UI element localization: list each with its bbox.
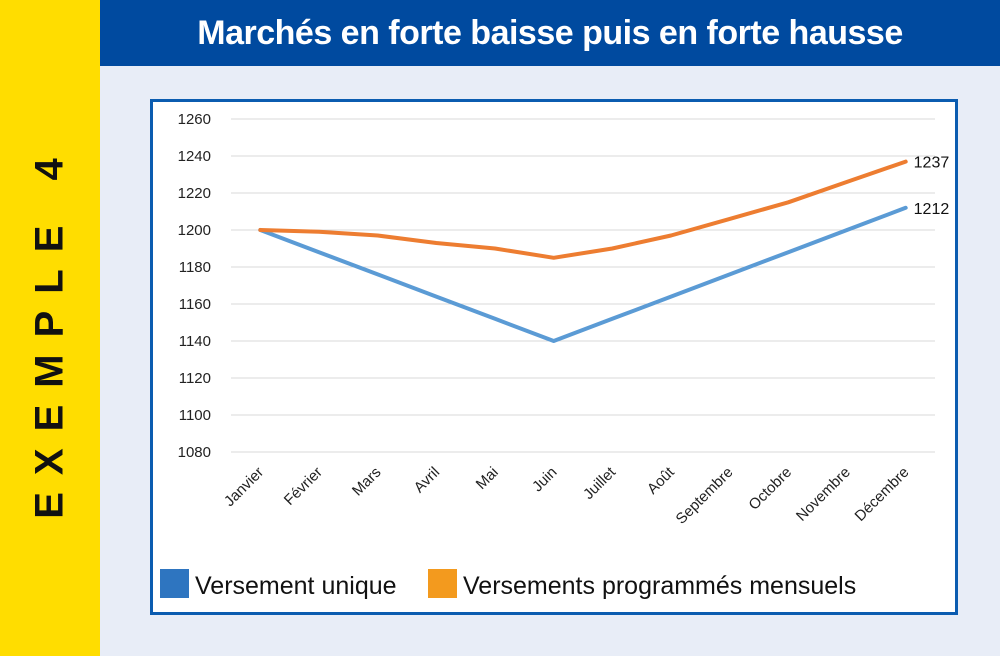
y-axis-ticks: 1080 1100 1120 1140 1160 1180 1200 1220 1240 1260 bbox=[178, 111, 211, 461]
y-tick-label: 1240 bbox=[178, 148, 211, 165]
x-axis-ticks: Janvier Février Mars Avril Mai Juin Juillet Aoû… bbox=[221, 463, 913, 527]
y-tick-label: 1160 bbox=[179, 296, 211, 313]
y-tick-label: 1140 bbox=[179, 333, 211, 350]
x-tick-label: Septembre bbox=[673, 464, 737, 528]
series-lines bbox=[258, 159, 908, 343]
gridlines bbox=[231, 118, 935, 453]
legend-label: Versements programmés mensuels bbox=[463, 572, 856, 600]
chart-title: Marchés en forte baisse puis en forte ha… bbox=[197, 13, 903, 52]
y-tick-label: 1200 bbox=[178, 222, 211, 239]
chart-frame: 1080 1100 1120 1140 1160 1180 1200 1220 1240 1260… bbox=[150, 99, 958, 615]
data-label: 1212 bbox=[914, 201, 950, 218]
line-chart: 1080 1100 1120 1140 1160 1180 1200 1220 1240 1260… bbox=[160, 111, 950, 600]
series-line-1 bbox=[258, 159, 908, 260]
x-tick-label: Décembre bbox=[852, 464, 913, 525]
y-tick-label: 1180 bbox=[179, 259, 211, 276]
series-line-0 bbox=[258, 205, 908, 343]
legend-swatch bbox=[428, 569, 457, 598]
y-tick-label: 1100 bbox=[179, 407, 211, 424]
x-tick-label: Novembre bbox=[793, 464, 854, 525]
side-band: EXEMPLE 4 bbox=[0, 0, 100, 656]
example-label: EXEMPLE 4 bbox=[27, 141, 72, 519]
x-tick-label: Avril bbox=[411, 464, 443, 496]
header-bar: Marchés en forte baisse puis en forte ha… bbox=[100, 0, 1000, 66]
y-tick-label: 1220 bbox=[178, 185, 211, 202]
x-tick-label: Mai bbox=[473, 464, 502, 493]
data-label: 1237 bbox=[914, 155, 950, 172]
y-tick-label: 1120 bbox=[179, 370, 211, 387]
x-tick-label: Juillet bbox=[580, 463, 620, 503]
x-tick-label: Août bbox=[644, 463, 678, 497]
x-tick-label: Octobre bbox=[745, 464, 795, 514]
y-tick-label: 1260 bbox=[178, 111, 211, 128]
x-tick-label: Février bbox=[281, 464, 326, 509]
data-labels: 1212 1237 bbox=[914, 155, 950, 218]
x-tick-label: Mars bbox=[349, 464, 385, 500]
y-tick-label: 1080 bbox=[178, 444, 211, 461]
legend-label: Versement unique bbox=[195, 572, 397, 600]
x-tick-label: Janvier bbox=[221, 464, 267, 510]
legend-swatch bbox=[160, 569, 189, 598]
x-tick-label: Juin bbox=[529, 464, 560, 495]
legend: Versement unique Versements programmés me… bbox=[160, 569, 856, 600]
